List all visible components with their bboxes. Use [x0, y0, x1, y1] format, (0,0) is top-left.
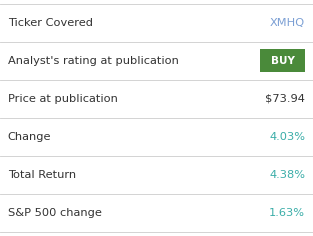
- Text: $73.94: $73.94: [265, 94, 305, 104]
- Text: Analyst's rating at publication: Analyst's rating at publication: [8, 56, 179, 66]
- Text: 4.38%: 4.38%: [269, 170, 305, 180]
- Text: 1.63%: 1.63%: [269, 208, 305, 218]
- Text: Price at publication: Price at publication: [8, 94, 118, 104]
- FancyBboxPatch shape: [260, 49, 305, 72]
- Text: Change: Change: [8, 132, 51, 142]
- Text: S&P 500 change: S&P 500 change: [8, 208, 102, 218]
- Text: Ticker Covered: Ticker Covered: [8, 18, 93, 28]
- Text: 4.03%: 4.03%: [269, 132, 305, 142]
- Text: Total Return: Total Return: [8, 170, 76, 180]
- Text: XMHQ: XMHQ: [270, 18, 305, 28]
- Text: BUY: BUY: [270, 56, 295, 66]
